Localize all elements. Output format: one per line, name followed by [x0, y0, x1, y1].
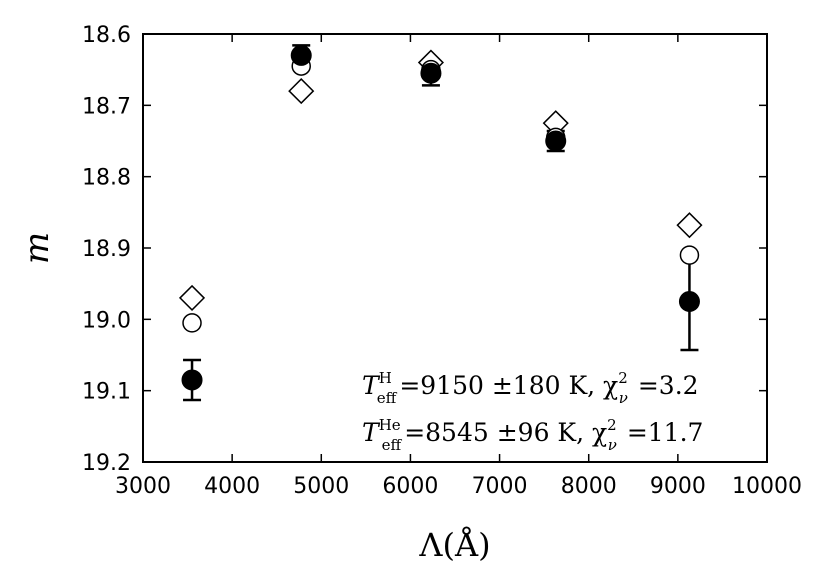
y-tick-label: 19.1 [82, 380, 131, 405]
diamond-point [178, 284, 206, 311]
x-tick-label: 5000 [293, 474, 349, 499]
x-axis-label: Λ(Å) [418, 526, 490, 564]
annotation-hydrogen-T: T [362, 371, 381, 400]
open-circle-point [679, 245, 700, 265]
filled-circle-point [545, 130, 567, 152]
y-tick-label: 18.7 [82, 94, 131, 119]
diamond-point [288, 78, 315, 105]
annotation-helium-chi-sup: 2 [607, 416, 617, 434]
filled-circle-point [678, 291, 700, 312]
diamond-point [676, 212, 703, 239]
annotation-helium-sup: He [379, 416, 401, 434]
x-tick-labels: 3000 4000 5000 6000 7000 8000 9000 10000 [115, 474, 802, 499]
annotation-helium-chi-sub: ν [608, 436, 617, 454]
y-tick-label: 19.0 [82, 308, 131, 333]
x-tick-label: 3000 [115, 474, 171, 499]
annotation-helium-sub: eff [382, 436, 403, 454]
filled-circle-point [181, 369, 203, 391]
annotation-hydrogen-sub: eff [377, 389, 398, 407]
annotation-helium: THe eff =8545 ±96 K, χ2 ν =11.7 [362, 416, 703, 454]
annotation-hydrogen-chi-sup: 2 [618, 369, 628, 387]
x-tick-label: 4000 [204, 474, 260, 499]
y-tick-labels: 18.6 18.7 18.8 18.9 19.0 19.1 19.2 [82, 23, 131, 476]
annotation-hydrogen-chi-sub: ν [619, 389, 628, 407]
annotation-hydrogen-value: =3.2 [638, 371, 699, 400]
data-points [178, 44, 703, 391]
x-tick-label: 6000 [382, 474, 438, 499]
annotation-hydrogen-body: =9150 ±180 K, χ [399, 371, 618, 400]
plot-frame [142, 33, 768, 463]
filled-circle-point [420, 62, 442, 84]
y-tick-label: 19.2 [82, 451, 131, 476]
y-tick-label: 18.9 [82, 237, 131, 262]
annotation-helium-T: T [362, 418, 381, 447]
annotation-helium-value: =11.7 [627, 418, 704, 447]
x-tick-label: 10000 [732, 474, 802, 499]
x-tick-label: 7000 [472, 474, 528, 499]
x-tick-label: 8000 [561, 474, 617, 499]
fit-annotations: TH eff =9150 ±180 K, χ2 ν =3.2 THe eff =8545 ±… [362, 369, 703, 454]
annotation-hydrogen-sup: H [379, 369, 392, 387]
filled-circle-point [290, 44, 312, 66]
annotation-helium-body: =8545 ±96 K, χ [404, 418, 607, 447]
error-bars [183, 44, 699, 402]
y-tick-label: 18.8 [82, 166, 131, 191]
y-axis-label: m [17, 232, 57, 264]
annotation-hydrogen: TH eff =9150 ±180 K, χ2 ν =3.2 [362, 369, 699, 407]
open-circle-point [182, 313, 202, 333]
x-tick-label: 9000 [650, 474, 706, 499]
y-tick-label: 18.6 [82, 23, 131, 48]
